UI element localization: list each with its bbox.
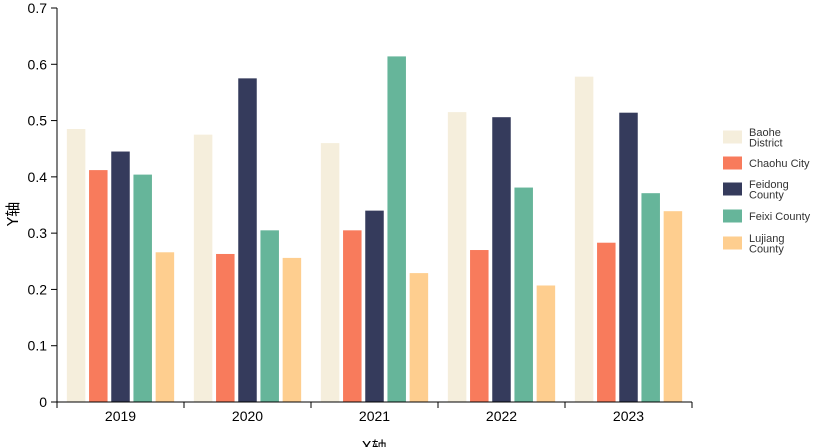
x-axis-title: X轴: [361, 438, 386, 447]
bar: [619, 112, 638, 402]
legend-label: Feidong: [749, 179, 789, 191]
y-tick-label: 0.7: [28, 0, 48, 16]
legend-label: Lujiang: [749, 233, 784, 245]
y-tick-label: 0.5: [28, 113, 48, 129]
bar: [343, 230, 362, 402]
bar: [193, 134, 213, 402]
bar: [155, 252, 175, 402]
bars-group: [66, 56, 683, 403]
bar: [260, 230, 279, 402]
y-tick-label: 0.4: [28, 169, 48, 185]
legend-swatch: [723, 236, 742, 250]
bar: [133, 174, 152, 402]
bar: [641, 193, 660, 402]
bar: [514, 187, 533, 402]
bar: [89, 170, 108, 402]
bar: [447, 112, 467, 402]
x-axis: 2019 2020 2021 2022 2023: [56, 401, 693, 424]
bar: [536, 285, 556, 402]
legend-label: County: [749, 243, 784, 255]
y-tick-label: 0.3: [28, 225, 48, 241]
x-tick-label: 2019: [105, 408, 136, 424]
y-tick-label: 0: [39, 394, 47, 410]
bar: [282, 257, 302, 402]
bar: [66, 129, 86, 402]
bar: [238, 78, 257, 402]
y-axis-title: Y轴: [4, 202, 22, 227]
legend-label: County: [749, 189, 784, 201]
legend-swatch: [723, 209, 742, 223]
x-tick-label: 2020: [232, 408, 263, 424]
bar: [111, 151, 130, 402]
y-tick-label: 0.6: [28, 56, 48, 72]
bar: [663, 211, 683, 402]
legend-label: District: [749, 137, 783, 149]
bar: [365, 210, 384, 402]
bar: [387, 56, 406, 403]
legend-label: Feixi County: [749, 211, 811, 223]
legend-swatch: [723, 156, 742, 170]
y-tick-label: 0.2: [28, 281, 48, 297]
y-axis: 0 0.1 0.2 0.3 0.4 0.5 0.6 0.7: [28, 0, 58, 410]
bar: [597, 242, 616, 402]
legend-swatch: [723, 182, 742, 196]
x-tick-label: 2021: [359, 408, 390, 424]
bar: [409, 273, 429, 402]
bar: [320, 143, 340, 403]
x-tick-label: 2023: [613, 408, 644, 424]
bar: [470, 250, 489, 402]
legend-label: Baohe: [749, 127, 781, 139]
legend-label: Chaohu City: [749, 158, 810, 170]
bar: [216, 253, 235, 402]
bar: [492, 117, 511, 403]
x-tick-label: 2022: [486, 408, 517, 424]
bar: [574, 76, 594, 402]
legend-swatch: [723, 130, 742, 144]
y-tick-label: 0.1: [28, 338, 48, 354]
